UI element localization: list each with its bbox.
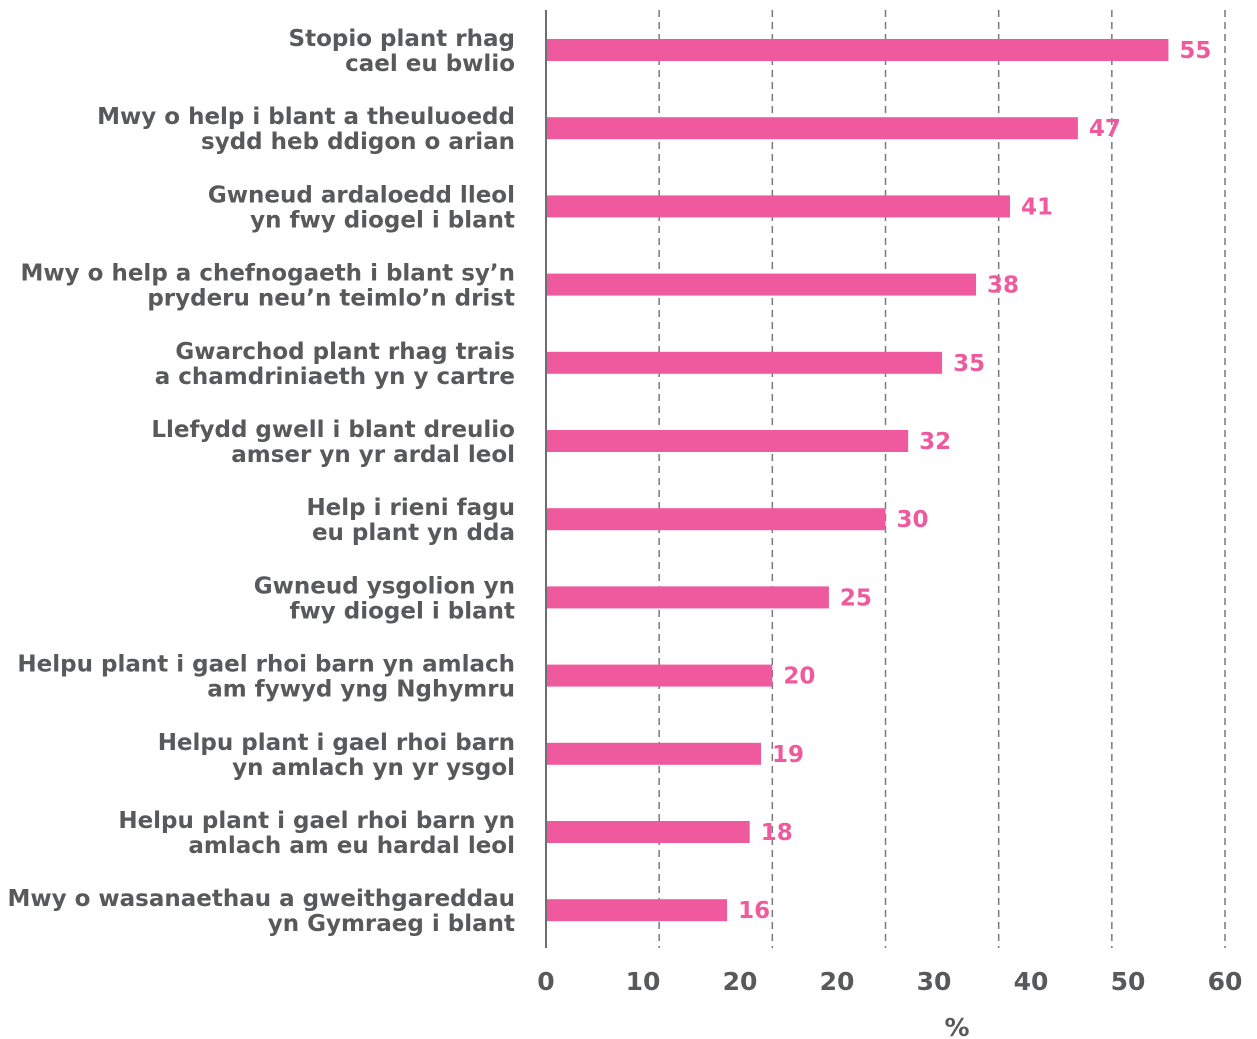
- value-label-3: 41: [1021, 194, 1053, 220]
- category-label-line: sydd heb ddigon o arian: [201, 129, 515, 155]
- category-label-8: Gwneud ysgolion yn fwy diogel i blant: [254, 573, 515, 624]
- category-label-line: yn amlach yn yr ysgol: [232, 755, 515, 781]
- bar-9: [546, 664, 773, 687]
- value-label-1: 55: [1179, 38, 1211, 64]
- x-tick-label-3: 20: [820, 967, 855, 996]
- bar-6: [546, 430, 909, 452]
- category-label-line: Mwy o help a chefnogaeth i blant sy’n: [21, 261, 515, 287]
- category-label-line: Stopio plant rhag: [289, 26, 515, 52]
- category-label-line: Help i rieni fagu: [306, 495, 515, 521]
- value-label-2: 47: [1089, 116, 1121, 142]
- value-labels: 55 47 41 38 35 32 30 25 20 19 18 16: [738, 38, 1211, 924]
- x-tick-label-4: 30: [917, 967, 952, 996]
- category-label-line: amser yn yr ardal leol: [231, 442, 515, 468]
- category-label-12: Mwy o wasanaethau a gweithgareddau yn Gym…: [7, 886, 515, 937]
- category-label-line: Gwarchod plant rhag trais: [175, 339, 515, 365]
- category-label-4: Mwy o help a chefnogaeth i blant sy’n pry…: [21, 261, 515, 312]
- category-label-line: Gwneud ardaloedd lleol: [208, 182, 515, 208]
- category-label-line: Mwy o wasanaethau a gweithgareddau: [7, 886, 515, 912]
- x-tick-label-7: 60: [1208, 967, 1243, 996]
- value-label-7: 30: [897, 507, 929, 533]
- category-label-line: Llefydd gwell i blant dreulio: [151, 417, 515, 443]
- value-label-5: 35: [953, 351, 985, 377]
- x-tick-label-2: 20: [723, 967, 758, 996]
- bar-7: [546, 508, 886, 531]
- bar-2: [546, 117, 1078, 140]
- value-label-10: 19: [772, 742, 804, 768]
- bars: [546, 39, 1169, 922]
- x-tick-labels: 0 10 20 20 30 40 50 60: [537, 967, 1242, 996]
- x-tick-label-6: 50: [1111, 967, 1146, 996]
- bar-4: [546, 273, 977, 296]
- bar-3: [546, 195, 1010, 218]
- x-tick-label-1: 10: [626, 967, 661, 996]
- category-label-line: Mwy o help i blant a theuluoedd: [97, 104, 515, 130]
- category-label-line: Gwneud ysgolion yn: [254, 573, 515, 599]
- bar-8: [546, 586, 829, 609]
- category-label-line: a chamdriniaeth yn y cartre: [155, 364, 515, 390]
- category-label-10: Helpu plant i gael rhoi barn yn amlach yn…: [158, 730, 515, 781]
- category-labels: Stopio plant rhag cael eu bwlio Mwy o help…: [7, 26, 515, 937]
- bar-10: [546, 742, 762, 765]
- bar-11: [546, 821, 750, 843]
- x-axis-title: %: [944, 1013, 969, 1039]
- category-label-11: Helpu plant i gael rhoi barn yn amlach am…: [118, 808, 515, 859]
- gridlines: [658, 10, 1226, 948]
- bar-12: [546, 899, 728, 922]
- category-label-1: Stopio plant rhag cael eu bwlio: [289, 26, 515, 77]
- category-label-line: Helpu plant i gael rhoi barn yn: [118, 808, 515, 834]
- value-label-4: 38: [987, 273, 1019, 299]
- x-tick-label-5: 40: [1014, 967, 1049, 996]
- value-label-12: 16: [738, 898, 770, 924]
- category-label-5: Gwarchod plant rhag trais a chamdriniaeth…: [155, 339, 515, 390]
- category-label-7: Help i rieni fagu eu plant yn dda: [306, 495, 515, 546]
- category-label-line: cael eu bwlio: [345, 51, 515, 77]
- value-label-6: 32: [919, 429, 951, 455]
- category-label-line: Helpu plant i gael rhoi barn yn amlach: [17, 652, 515, 678]
- category-label-line: pryderu neu’n teimlo’n drist: [147, 286, 515, 312]
- category-label-line: yn Gymraeg i blant: [268, 911, 515, 937]
- bar-5: [546, 351, 943, 374]
- category-label-line: Helpu plant i gael rhoi barn: [158, 730, 515, 756]
- category-label-line: fwy diogel i blant: [290, 598, 516, 624]
- category-label-line: amlach am eu hardal leol: [188, 833, 515, 859]
- value-label-8: 25: [840, 585, 872, 611]
- category-label-2: Mwy o help i blant a theuluoedd sydd heb …: [97, 104, 515, 155]
- value-label-11: 18: [761, 820, 793, 846]
- category-label-3: Gwneud ardaloedd lleol yn fwy diogel i bl…: [208, 182, 515, 233]
- category-label-9: Helpu plant i gael rhoi barn yn amlach am…: [17, 652, 515, 703]
- value-label-9: 20: [783, 664, 815, 690]
- x-tick-label-0: 0: [537, 967, 554, 996]
- bar-1: [546, 39, 1169, 61]
- category-label-line: yn fwy diogel i blant: [250, 207, 515, 233]
- category-label-6: Llefydd gwell i blant dreulio amser yn yr…: [151, 417, 515, 468]
- category-label-line: am fywyd yng Nghymru: [207, 677, 515, 703]
- category-label-line: eu plant yn dda: [312, 520, 515, 546]
